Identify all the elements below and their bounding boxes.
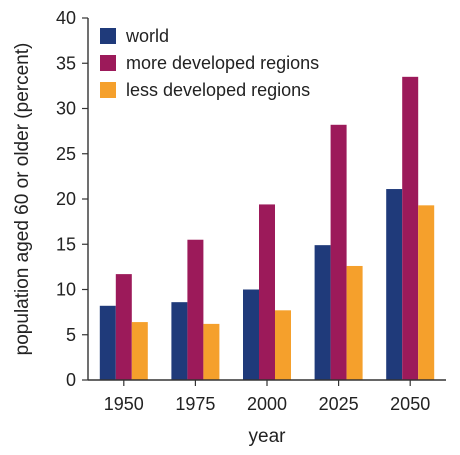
bar-less-developed-regions-2025 (346, 265, 363, 380)
legend: world more developed regions less develope… (100, 26, 319, 100)
legend-swatch (100, 82, 116, 98)
y-axis-title: population aged 60 or older (percent) (12, 43, 33, 356)
x-tick-label: 1975 (175, 394, 215, 414)
bar-world-1950 (99, 305, 116, 380)
y-tick-label: 30 (56, 99, 76, 119)
bars-layer (99, 76, 435, 380)
bar-more-developed-regions-2000 (259, 204, 275, 380)
legend-label: world (125, 26, 169, 46)
bar-world-2025 (314, 245, 331, 380)
x-tick-label: 2050 (390, 394, 430, 414)
bar-more-developed-regions-2050 (402, 76, 419, 380)
bar-less-developed-regions-1975 (203, 323, 220, 380)
y-tick-label: 25 (56, 144, 76, 164)
bar-world-2000 (243, 289, 259, 380)
x-tick-label: 1950 (104, 394, 144, 414)
x-axis-title: year (249, 426, 287, 447)
legend-label: more developed regions (126, 53, 319, 73)
y-tick-label: 5 (66, 325, 76, 345)
y-tick-label: 15 (56, 234, 76, 254)
y-tick-label: 10 (56, 280, 76, 300)
bar-world-2050 (386, 189, 403, 380)
legend-label: less developed regions (126, 80, 310, 100)
y-tick-label: 0 (66, 370, 76, 390)
x-tick-label: 2025 (319, 394, 359, 414)
y-tick-label: 20 (56, 189, 76, 209)
bar-more-developed-regions-1975 (187, 239, 204, 380)
bar-world-1975 (171, 302, 188, 380)
y-tick-label: 40 (56, 8, 76, 28)
bar-less-developed-regions-1950 (131, 322, 148, 380)
bar-more-developed-regions-2025 (330, 124, 347, 380)
legend-swatch (100, 28, 116, 44)
y-tick-label: 35 (56, 53, 76, 73)
x-tick-label: 2000 (247, 394, 287, 414)
bar-less-developed-regions-2000 (275, 310, 291, 380)
legend-swatch (100, 55, 116, 71)
bar-less-developed-regions-2050 (418, 205, 435, 380)
bar-more-developed-regions-1950 (115, 274, 132, 380)
